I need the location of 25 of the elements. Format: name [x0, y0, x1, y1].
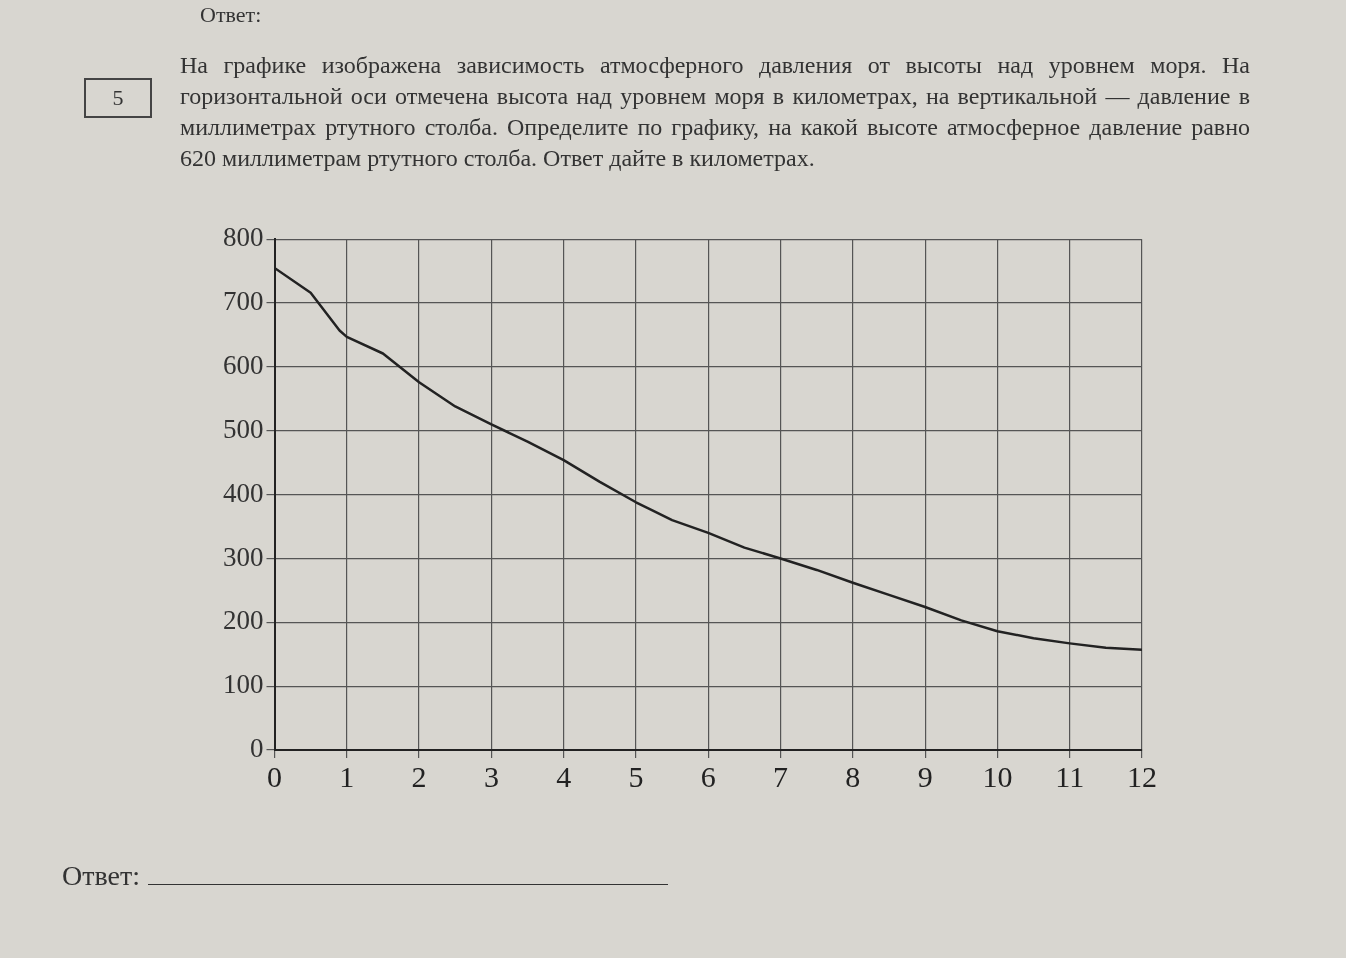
- y-tick-label: 100: [223, 669, 264, 700]
- x-tick-label: 8: [845, 759, 861, 793]
- x-tick-label: 4: [556, 759, 572, 793]
- x-tick-label: 10: [982, 759, 1013, 793]
- x-tick-label: 5: [628, 759, 644, 793]
- x-tick-label: 3: [483, 759, 499, 793]
- y-tick-label: 800: [223, 222, 264, 253]
- x-tick-label: 7: [773, 759, 789, 793]
- y-tick-label: 700: [223, 286, 264, 317]
- y-tick-label: 500: [223, 413, 264, 444]
- chart-title: На графике изображена зависимость атмосферного давления от высоты над уровнем моря. На горизонтальной оси отмечена высота над уровнем моря в километрах, на вертикальной — давление в миллиметрах ртутного столба. Определите по графику, на какой высоте атмосферное давление равно 620 миллиметрам ртутного столба. Ответ дайте в километрах.: [180, 51, 1250, 173]
- text: Ответ:: [200, 2, 262, 28]
- text: Ответ:: [62, 860, 140, 891]
- y-tick-label: 400: [223, 477, 264, 508]
- x-tick-label: 6: [700, 759, 716, 793]
- x-tick-label: 12: [1127, 759, 1157, 793]
- y-tick-label: 0: [250, 733, 264, 764]
- x-tick-label: 9: [917, 759, 933, 793]
- y-tick-label: 300: [223, 541, 264, 572]
- y-tick-label: 200: [223, 605, 264, 636]
- x-tick-label: 11: [1055, 759, 1085, 793]
- x-tick-label: 2: [411, 759, 427, 793]
- text: 5: [84, 78, 152, 118]
- y-tick-label: 600: [223, 349, 264, 380]
- x-tick-label: 1: [339, 759, 355, 793]
